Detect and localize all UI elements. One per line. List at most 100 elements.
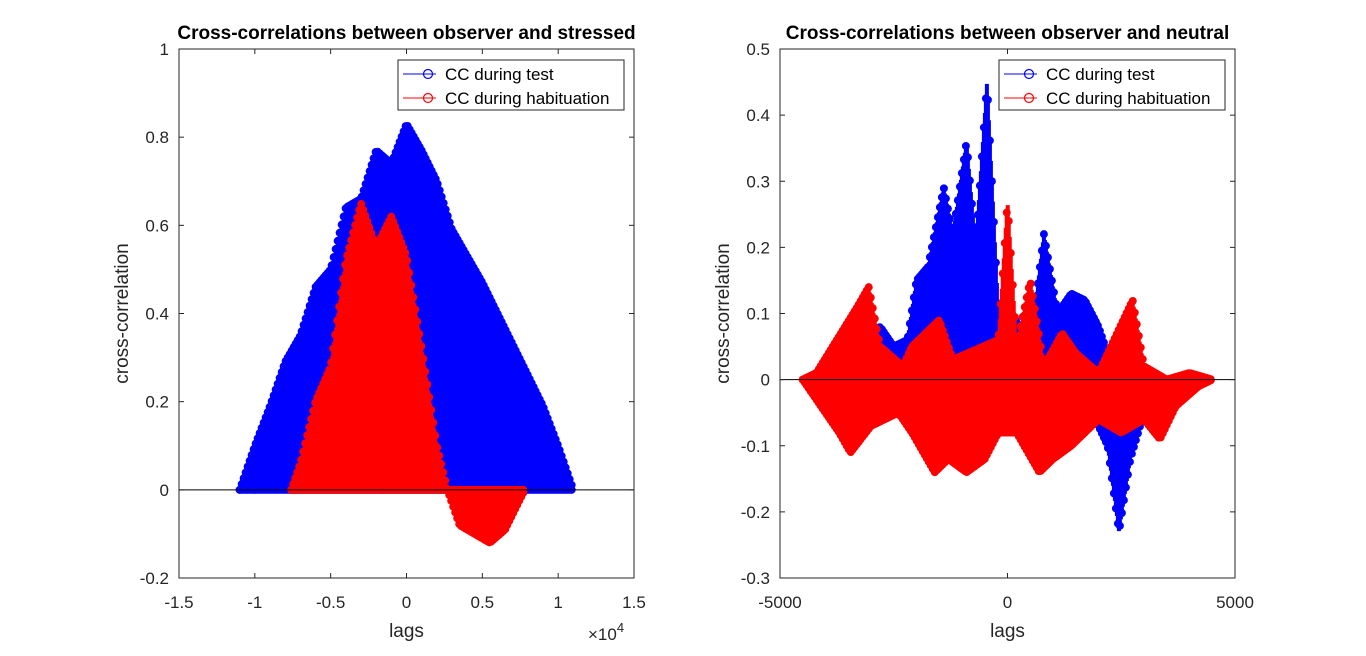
data-point [1133, 429, 1142, 438]
y-tick-label: 0 [160, 481, 169, 500]
data-point [961, 141, 970, 150]
data-point [1032, 317, 1041, 326]
x-exponent-power: 4 [617, 620, 624, 635]
data-point [975, 181, 984, 190]
data-point [971, 239, 980, 248]
data-point [331, 245, 340, 254]
x-tick-label: -1.5 [164, 593, 193, 612]
data-point [1107, 474, 1116, 483]
data-point [1008, 281, 1017, 290]
data-point [983, 95, 992, 104]
data-point [868, 304, 877, 313]
data-point [335, 302, 344, 311]
data-point [973, 210, 982, 219]
data-point [329, 344, 338, 353]
x-axis-label: lags [990, 621, 1025, 642]
data-point [441, 476, 450, 485]
data-point [923, 263, 932, 272]
y-tick-label: 0.6 [145, 216, 169, 235]
y-tick-label: 0.2 [145, 393, 169, 412]
data-point [417, 342, 426, 351]
data-point [1020, 303, 1029, 312]
data-point [1004, 217, 1013, 226]
data-point [423, 380, 432, 389]
data-point [1018, 312, 1027, 321]
data-point [335, 228, 344, 237]
data-point [939, 184, 948, 193]
data-point [1006, 249, 1015, 258]
data-point [1043, 253, 1052, 262]
data-point [1012, 341, 1021, 350]
data-point [1030, 304, 1039, 313]
data-point [303, 431, 312, 440]
data-layer [235, 121, 576, 547]
data-point [1016, 322, 1025, 331]
legend-item-habituation: CC during habituation [403, 89, 609, 108]
data-point [327, 261, 336, 270]
data-point [325, 365, 334, 374]
data-point [409, 293, 418, 302]
data-point [967, 199, 976, 208]
y-tick-label: -0.2 [741, 503, 770, 522]
data-point [519, 488, 528, 497]
data-point [1109, 489, 1118, 498]
legend-item-test: CC during test [403, 65, 554, 84]
data-point [1115, 521, 1124, 530]
legend-item-habituation: CC during habituation [1004, 89, 1210, 108]
data-point [864, 283, 873, 292]
data-point [1123, 470, 1132, 479]
data-point [337, 288, 346, 297]
data-point [1128, 297, 1137, 306]
data-point [935, 203, 944, 212]
data-point [295, 462, 304, 471]
y-tick-label: 1 [160, 40, 169, 59]
legend-marker [422, 92, 434, 104]
data-point [925, 253, 934, 262]
data-point [941, 194, 950, 203]
data-point [907, 306, 916, 315]
data-layer [798, 83, 1215, 532]
data-point [965, 176, 974, 185]
legend-box [998, 59, 1226, 111]
legend-label: CC during habituation [445, 89, 609, 108]
data-point [903, 332, 912, 341]
data-point [1111, 504, 1120, 513]
legend-marker [1023, 92, 1035, 104]
data-point [1045, 265, 1054, 274]
data-point [1134, 331, 1143, 340]
data-point [1039, 230, 1048, 239]
y-tick-label: 0.4 [746, 106, 770, 125]
y-tick-label: 0.3 [746, 172, 770, 191]
data-point [437, 460, 446, 469]
data-point [403, 256, 412, 265]
data-point [1002, 208, 1011, 217]
data-point [1000, 239, 1009, 248]
data-point [953, 196, 962, 205]
data-point [439, 468, 448, 477]
data-point [955, 182, 964, 191]
chart-title: Cross-correlations between observer and … [177, 23, 635, 44]
data-point [341, 260, 350, 269]
data-point [435, 451, 444, 460]
data-point [977, 152, 986, 161]
data-point [331, 330, 340, 339]
x-tick-label: 1 [553, 593, 562, 612]
data-point [951, 209, 960, 218]
data-point [866, 293, 875, 302]
data-point [1033, 279, 1042, 288]
data-point [351, 221, 360, 230]
data-point [413, 317, 422, 326]
data-point [1138, 355, 1147, 364]
data-point [333, 236, 342, 245]
chart-title: Cross-correlations between observer and … [786, 23, 1229, 44]
x-tick-label: 0 [1003, 593, 1012, 612]
data-point [872, 325, 881, 334]
legend-box [397, 59, 625, 111]
data-point [1028, 292, 1037, 301]
data-point [339, 274, 348, 283]
data-point [985, 136, 994, 145]
legend-label: CC during test [445, 65, 554, 84]
data-point [1010, 312, 1019, 321]
data-point [301, 439, 310, 448]
